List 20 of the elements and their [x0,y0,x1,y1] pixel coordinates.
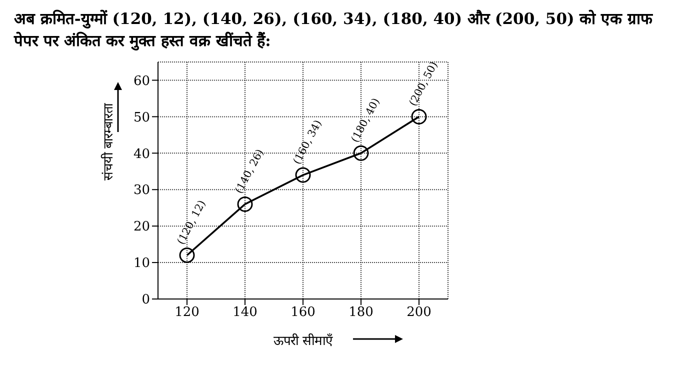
y-tick-label: 30 [133,183,150,198]
point [295,167,311,183]
x-tick-label: 120 [174,305,200,320]
x-tick-label: 200 [406,305,432,320]
chart-title: अब क्रमित-युग्मों (120, 12), (140, 26), (160, 34), (180, 40) और (200, 50) को एक ग्राफ पेपर पर अंकित कर मुक्त हस्त वक्र खींचते हैं: [14,8,654,52]
point [411,108,427,124]
x-tick-label: 140 [232,305,258,320]
point [237,196,253,212]
x-axis-title: ऊपरी सीमाएँ [273,333,334,349]
x-tick-label: 160 [290,305,316,320]
x-tick-label: 180 [348,305,374,320]
point [353,145,369,161]
y-axis-title: संचयी बारम्बारता [100,102,117,180]
y-tick-label: 10 [133,256,150,272]
y-tick-label: 20 [133,220,150,235]
y-tick-label: 50 [133,110,150,126]
point [179,247,195,263]
y-tick-label: 0 [142,292,150,308]
y-tick-label: 40 [133,146,150,162]
y-tick-label: 60 [133,74,150,89]
